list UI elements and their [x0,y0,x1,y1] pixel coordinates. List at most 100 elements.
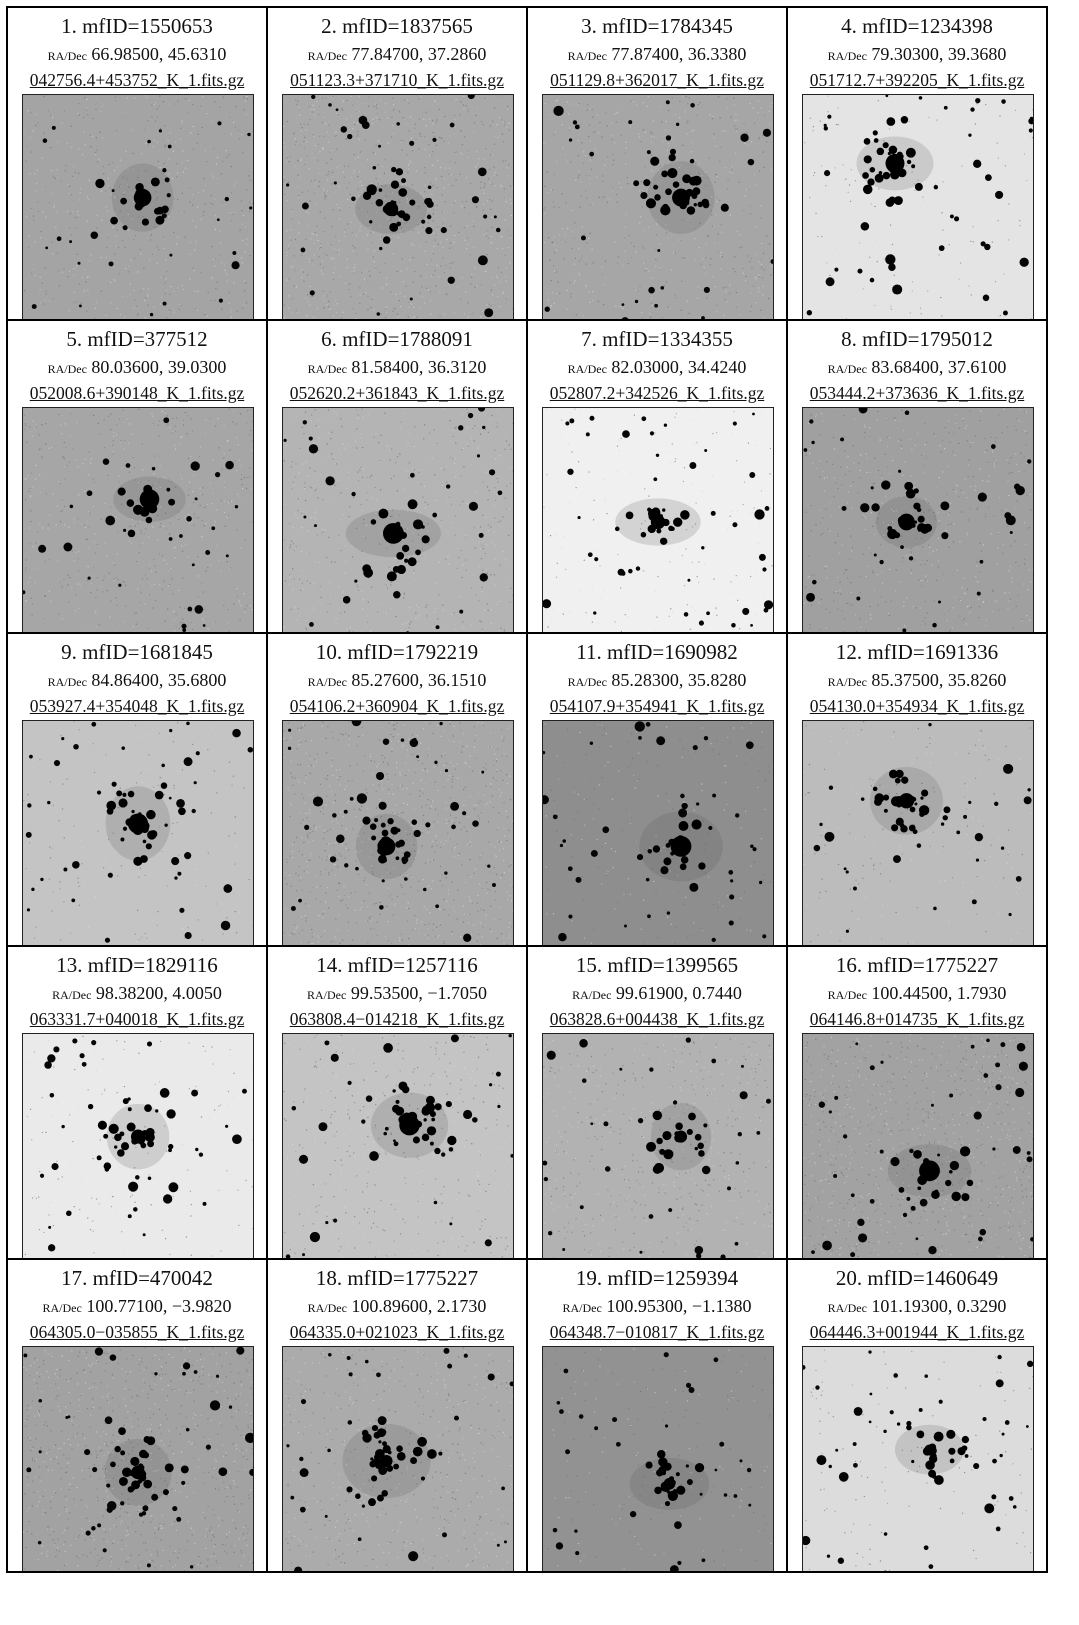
panel-1: 1. mfID=1550653 RA/Dec 66.98500, 45.6310 0… [6,6,268,321]
star-field-image [23,721,253,945]
panel-4: 4. mfID=1234398 RA/Dec 79.30300, 39.3680 0… [786,6,1048,321]
cluster-image [282,94,514,319]
fits-filename: 063331.7+040018_K_1.fits.gz [29,1009,245,1029]
radec-value: 101.19300, 0.3290 [871,1296,1007,1316]
fits-filename: 052008.6+390148_K_1.fits.gz [29,383,245,403]
panel-coordinates: RA/Dec 85.28300, 35.8280 [528,670,786,692]
radec-value: 83.68400, 37.6100 [871,357,1007,377]
panel-title: 7. mfID=1334355 [581,327,733,351]
radec-value: 77.87400, 36.3380 [611,44,747,64]
fits-filename: 051712.7+392205_K_1.fits.gz [809,70,1025,90]
panel-coordinates: RA/Dec 100.95300, −1.1380 [528,1296,786,1318]
fits-filename: 054106.2+360904_K_1.fits.gz [289,696,505,716]
cluster-image [282,1346,514,1571]
star-field-image [23,1347,253,1571]
radec-label: RA/Dec [827,988,867,1002]
fits-filename: 064146.8+014735_K_1.fits.gz [809,1009,1025,1029]
cluster-image [282,407,514,632]
panel-6: 6. mfID=1788091 RA/Dec 81.58400, 36.3120 0… [266,319,528,634]
cluster-image [282,720,514,945]
star-field-image [283,95,513,319]
radec-label: RA/Dec [827,362,867,376]
panel-title: 2. mfID=1837565 [321,14,473,38]
cluster-image [802,1346,1034,1571]
cluster-image [802,407,1034,632]
panel-coordinates: RA/Dec 101.19300, 0.3290 [788,1296,1046,1318]
star-field-image [23,408,253,632]
panel-coordinates: RA/Dec 79.30300, 39.3680 [788,44,1046,66]
radec-label: RA/Dec [572,988,612,1002]
star-field-image [23,1034,253,1258]
radec-label: RA/Dec [307,1301,347,1315]
star-field-image [543,721,773,945]
fits-filename: 051129.8+362017_K_1.fits.gz [550,70,764,90]
panel-7: 7. mfID=1334355 RA/Dec 82.03000, 34.4240 0… [526,319,788,634]
panel-title: 16. mfID=1775227 [835,953,999,977]
radec-value: 85.37500, 35.8260 [871,670,1007,690]
star-field-image [803,721,1033,945]
radec-value: 100.89600, 2.1730 [351,1296,487,1316]
panel-coordinates: RA/Dec 85.37500, 35.8260 [788,670,1046,692]
panel-title: 15. mfID=1399565 [575,953,739,977]
fits-filename: 063828.6+004438_K_1.fits.gz [549,1009,765,1029]
panel-coordinates: RA/Dec 99.53500, −1.7050 [268,983,526,1005]
panel-coordinates: RA/Dec 66.98500, 45.6310 [8,44,266,66]
radec-label: RA/Dec [567,675,607,689]
panel-14: 14. mfID=1257116 RA/Dec 99.53500, −1.7050… [266,945,528,1260]
fits-filename: 064446.3+001944_K_1.fits.gz [809,1322,1025,1342]
fits-filename: 052620.2+361843_K_1.fits.gz [289,383,505,403]
panel-19: 19. mfID=1259394 RA/Dec 100.95300, −1.138… [526,1258,788,1573]
star-field-image [283,1347,513,1571]
panel-coordinates: RA/Dec 100.89600, 2.1730 [268,1296,526,1318]
radec-label: RA/Dec [562,1301,602,1315]
cluster-image [542,1033,774,1258]
fits-filename: 053444.2+373636_K_1.fits.gz [809,383,1025,403]
radec-value: 84.86400, 35.6800 [91,670,227,690]
cluster-image [802,720,1034,945]
panel-18: 18. mfID=1775227 RA/Dec 100.89600, 2.1730… [266,1258,528,1573]
panel-title: 14. mfID=1257116 [316,953,478,977]
panel-9: 9. mfID=1681845 RA/Dec 84.86400, 35.6800 0… [6,632,268,947]
panel-coordinates: RA/Dec 77.87400, 36.3380 [528,44,786,66]
panel-title: 19. mfID=1259394 [575,1266,739,1290]
radec-value: 100.95300, −1.1380 [606,1296,752,1316]
radec-value: 81.58400, 36.3120 [351,357,487,377]
radec-label: RA/Dec [307,49,347,63]
panel-title: 8. mfID=1795012 [841,327,993,351]
star-field-image [283,408,513,632]
panel-8: 8. mfID=1795012 RA/Dec 83.68400, 37.6100 0… [786,319,1048,634]
panel-coordinates: RA/Dec 100.44500, 1.7930 [788,983,1046,1005]
radec-label: RA/Dec [42,1301,82,1315]
panel-coordinates: RA/Dec 85.27600, 36.1510 [268,670,526,692]
star-field-image [803,1034,1033,1258]
star-field-image [803,95,1033,319]
panel-coordinates: RA/Dec 84.86400, 35.6800 [8,670,266,692]
panel-11: 11. mfID=1690982 RA/Dec 85.28300, 35.8280… [526,632,788,947]
panel-title: 13. mfID=1829116 [56,953,218,977]
panel-title: 1. mfID=1550653 [61,14,213,38]
radec-value: 79.30300, 39.3680 [871,44,1007,64]
radec-label: RA/Dec [827,1301,867,1315]
cluster-image [802,94,1034,319]
cluster-image [282,1033,514,1258]
radec-value: 77.84700, 37.2860 [351,44,487,64]
radec-label: RA/Dec [567,362,607,376]
panel-17: 17. mfID=470042 RA/Dec 100.77100, −3.9820… [6,1258,268,1573]
star-field-image [543,95,773,319]
panel-title: 20. mfID=1460649 [835,1266,999,1290]
radec-label: RA/Dec [827,49,867,63]
cluster-image [22,1033,254,1258]
cluster-image [22,94,254,319]
fits-filename: 064348.7−010817_K_1.fits.gz [549,1322,765,1342]
radec-value: 80.03600, 39.0300 [91,357,227,377]
radec-label: RA/Dec [47,675,87,689]
radec-label: RA/Dec [47,49,87,63]
radec-value: 100.77100, −3.9820 [86,1296,232,1316]
panel-2: 2. mfID=1837565 RA/Dec 77.84700, 37.2860 0… [266,6,528,321]
radec-value: 85.28300, 35.8280 [611,670,747,690]
fits-filename: 042756.4+453752_K_1.fits.gz [29,70,245,90]
fits-filename: 054130.0+354934_K_1.fits.gz [809,696,1025,716]
radec-label: RA/Dec [307,675,347,689]
cluster-image [542,720,774,945]
